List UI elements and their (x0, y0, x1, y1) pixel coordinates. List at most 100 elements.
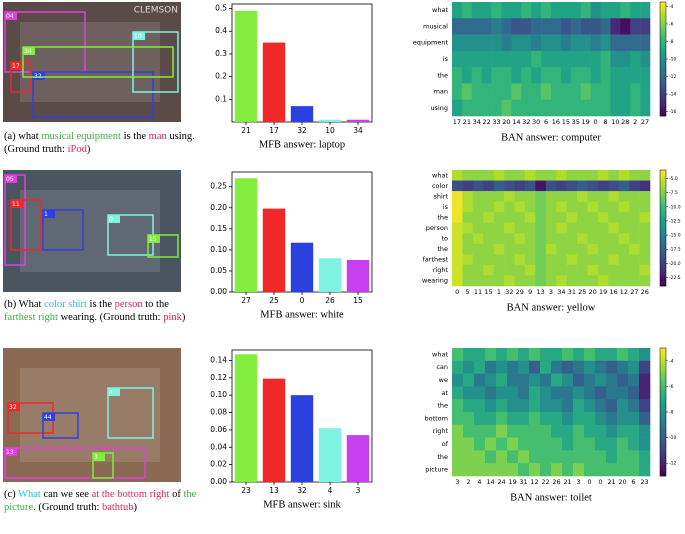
heatmap-cell (452, 50, 463, 68)
heatmap-cell (570, 99, 581, 117)
heatmap-cell (463, 450, 475, 464)
heatmap-cell (597, 222, 609, 234)
heatmap-cell (618, 275, 630, 287)
y-tick-label: 0.20 (210, 203, 227, 212)
colorbar-segment (660, 204, 666, 208)
caption-segment: ) (86, 144, 91, 155)
column-label: 32 (505, 288, 513, 296)
column-label: 34 (473, 118, 481, 126)
detection-box (4, 447, 146, 479)
bar (346, 119, 370, 122)
heatmap-cell (630, 50, 641, 68)
column-label: 4 (477, 478, 481, 486)
heatmap-cell (463, 373, 475, 387)
column-label: 16 (609, 288, 617, 296)
detection-box (132, 31, 179, 93)
heatmap-cell (584, 450, 596, 464)
x-tick-label: 21 (241, 126, 251, 135)
colorbar-segment (660, 274, 666, 278)
colorbar-segment (660, 348, 666, 352)
heatmap-cell (472, 212, 484, 224)
colorbar-segment (660, 201, 666, 206)
detection-box (42, 412, 79, 439)
heatmap-cell (570, 50, 581, 68)
heatmap-cell (606, 412, 618, 426)
column-label: 16 (552, 118, 560, 126)
heatmap-cell (461, 99, 473, 117)
heatmap-cell (562, 360, 574, 374)
heatmap-cell (617, 360, 629, 374)
heatmap-cell (560, 34, 572, 52)
column-label: 27 (630, 288, 638, 296)
caption-segment: to the (142, 299, 169, 310)
heatmap-cell (504, 222, 515, 234)
x-tick-label: 17 (269, 126, 279, 135)
heatmap-cell (597, 233, 609, 245)
chart-title: MFB answer: laptop (259, 139, 345, 150)
colorbar-segment (660, 277, 666, 281)
heatmap-cell (629, 254, 640, 266)
heatmap-cell (595, 399, 607, 413)
heatmap-cell (577, 264, 588, 276)
heatmap-cell (524, 243, 536, 255)
heatmap-cell (584, 399, 596, 413)
heatmap-cell (570, 83, 581, 101)
heatmap-cell (551, 360, 563, 374)
heatmap-cell (562, 424, 574, 438)
colorbar-segment (660, 50, 666, 54)
heatmap-cell (452, 373, 464, 387)
heatmap-cell (452, 18, 463, 35)
heatmap-cell (481, 50, 492, 68)
heatmap-cell (584, 373, 596, 387)
colorbar-segment (660, 245, 666, 249)
colorbar-segment (660, 7, 666, 11)
column-label: 14 (486, 478, 494, 486)
photo (3, 170, 181, 292)
heatmap-cell (597, 243, 609, 255)
heatmap-cell (573, 348, 585, 362)
colorbar-frame (659, 169, 667, 287)
heatmap-cell (452, 34, 463, 52)
heatmap-cell (491, 34, 502, 52)
x-tick-label: 10 (325, 126, 335, 135)
heatmap-cell (566, 254, 578, 266)
photo (3, 348, 181, 482)
heatmap-cell (556, 243, 567, 255)
heatmap-cell (511, 2, 522, 19)
heatmap-cell (452, 275, 463, 287)
heatmap-cell (507, 412, 519, 426)
colorbar-segment (660, 357, 666, 362)
heatmap-cell (504, 233, 515, 245)
colorbar-segment (660, 41, 666, 46)
heatmap-cell (580, 18, 591, 35)
heatmap-cell (551, 50, 562, 68)
heatmap-cell (524, 191, 536, 202)
colorbar-segment (660, 463, 666, 467)
heatmap-cell (551, 412, 563, 426)
caption-segment: ) (133, 502, 137, 513)
colorbar-segment (660, 367, 666, 371)
heatmap-cell (600, 83, 611, 101)
caption-segment: of (169, 489, 184, 500)
heatmap-cell (600, 2, 611, 19)
heatmap-cell (580, 83, 591, 101)
heatmap-cell (504, 170, 515, 181)
heatmap-cell (639, 180, 651, 192)
heatmap-cell (608, 170, 620, 181)
colorbar-segment (660, 27, 666, 31)
heatmap-cell (493, 201, 505, 213)
column-label: 30 (532, 118, 540, 126)
column-label: 12 (530, 478, 538, 486)
heatmap-cell (462, 275, 474, 287)
heatmap-cell (595, 463, 607, 477)
colorbar-segment (660, 424, 666, 429)
heatmap-cell (639, 212, 651, 224)
colorbar-segment (660, 196, 666, 200)
heatmap-cell (485, 412, 497, 426)
heatmap-cell (587, 243, 599, 255)
colorbar-segment (660, 30, 666, 34)
box-label: 0 (109, 216, 113, 223)
column-label: 31 (568, 288, 576, 296)
heatmap-cell (474, 386, 486, 400)
column-label: 8 (603, 118, 607, 126)
